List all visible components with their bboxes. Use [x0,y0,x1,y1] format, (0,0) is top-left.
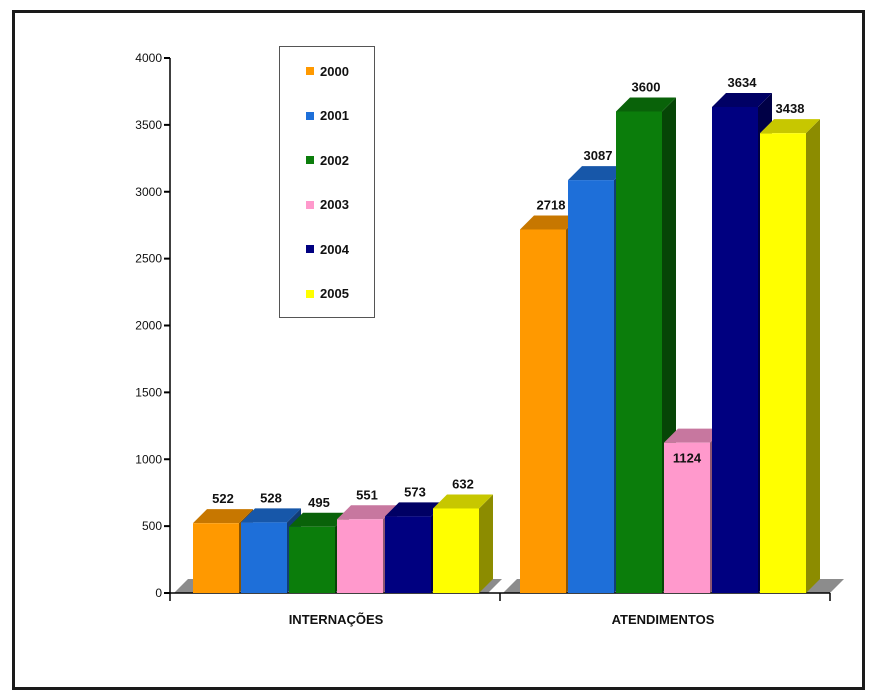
bar-top-face [193,509,253,524]
bar-side-face [806,119,820,593]
bar-front-face [664,442,710,593]
bar-front-face [433,508,479,593]
bar-top-face [616,97,676,112]
bar-top-face [712,92,772,107]
legend-swatch [306,67,314,75]
bar-top-face [241,508,301,523]
data-label: 551 [356,487,378,502]
y-tick-label: 4000 [135,51,162,65]
data-label: 3087 [584,148,613,163]
bar-front-face [289,526,335,593]
y-tick-label: 2000 [135,319,162,333]
data-label: 632 [452,476,474,491]
bar-top-face [289,512,349,527]
y-tick-label: 2500 [135,252,162,266]
y-tick-label: 500 [142,519,162,533]
x-category-label: ATENDIMENTOS [612,612,715,627]
bar-front-face [241,522,287,593]
bar-top-face [568,166,628,181]
bar-front-face [760,133,806,594]
legend-label: 2002 [320,152,349,168]
legend-label: 2005 [320,286,349,301]
legend-swatch [306,289,314,298]
legend-item-2002: 2002 [306,152,349,168]
legend-item-2001: 2001 [306,108,349,124]
data-label: 573 [404,484,426,499]
data-label: 3438 [776,101,805,116]
bar-front-face [520,229,566,593]
legend-label: 2001 [320,108,349,123]
y-tick-label: 3000 [135,185,162,199]
legend-swatch [306,156,314,164]
legend-swatch [306,111,314,120]
data-label: 3634 [728,75,758,90]
legend-label: 2004 [320,241,349,257]
bar-2005-atendimentos [760,119,820,594]
legend-item-2000: 2000 [306,63,349,79]
legend-swatch [306,200,314,209]
data-label: 1124 [673,451,702,466]
data-label: 528 [260,490,282,505]
bar-front-face [568,180,614,593]
legend-label: 2000 [320,63,349,79]
bar-top-face [664,428,724,443]
data-label: 522 [212,491,234,506]
data-label: 3600 [632,80,661,95]
x-category-label: INTERNAÇÕES [289,612,384,627]
bar-side-face [479,494,493,593]
legend-item-2005: 2005 [306,286,349,302]
y-tick-label: 3500 [135,118,162,132]
bar-2002-atendimentos [616,97,676,593]
legend-swatch [306,245,314,253]
bar-front-face [385,516,431,593]
y-tick-label: 1000 [135,452,162,466]
legend-item-2003: 2003 [306,197,349,213]
bar-front-face [337,519,383,593]
bar-top-face [433,494,493,509]
data-label: 495 [308,495,330,510]
legend-item-2004: 2004 [306,241,349,257]
bar-front-face [616,111,662,593]
bar-front-face [193,523,239,593]
bar-front-face [712,106,758,593]
bar-top-face [337,505,397,520]
chart-legend: 2000 2001 2002 2003 2004 2005 [279,46,375,318]
bar-top-face [520,215,580,230]
y-tick-label: 0 [155,586,162,600]
bar-2005-internacoes [433,494,493,593]
y-tick-label: 1500 [135,385,162,399]
data-label: 2718 [537,197,566,212]
bar-top-face [760,119,820,134]
legend-label: 2003 [320,197,349,212]
bar-top-face [385,502,445,517]
